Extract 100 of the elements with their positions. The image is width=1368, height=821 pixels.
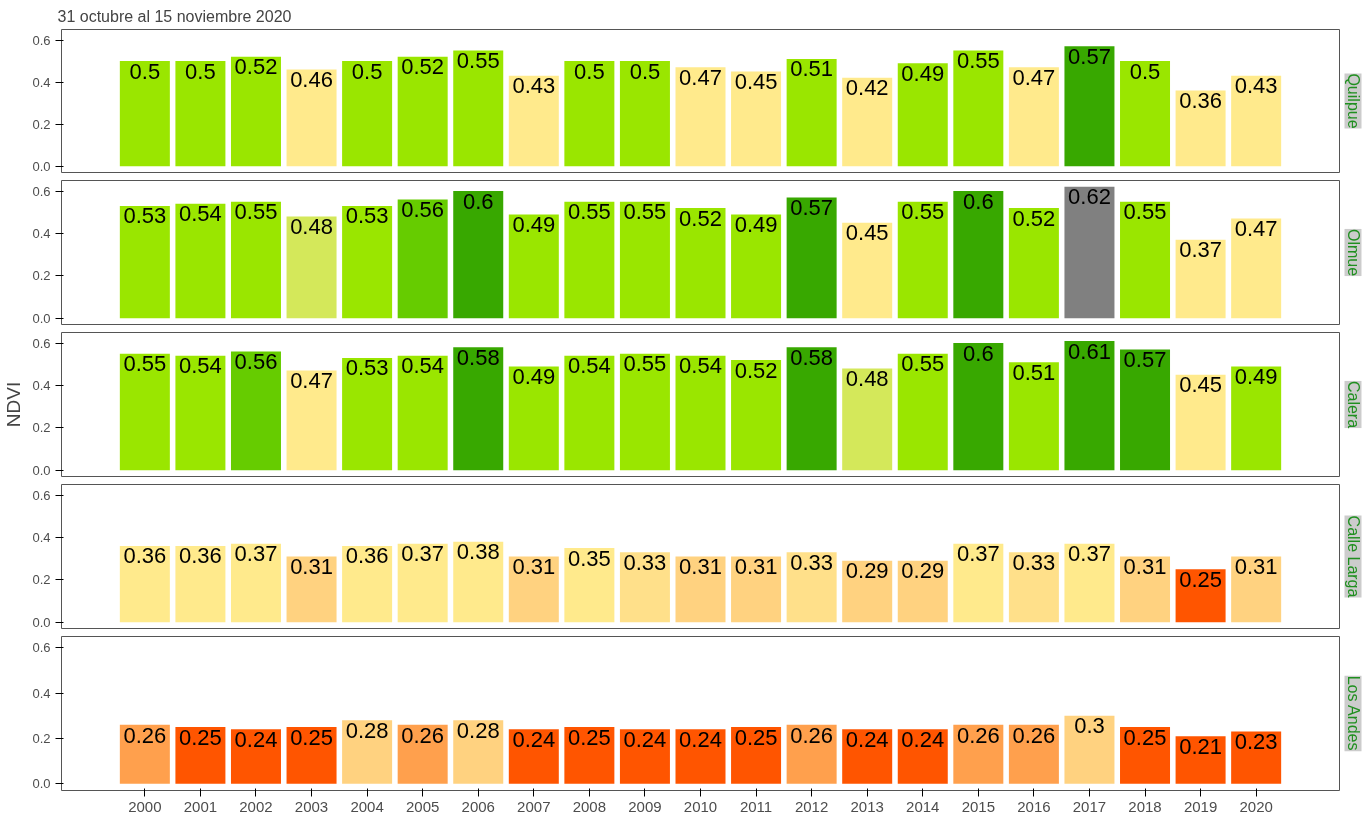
bar [230, 351, 281, 471]
bar [897, 353, 948, 471]
data-label: 0.37 [1068, 541, 1111, 567]
data-label: 0.37 [234, 541, 278, 567]
y2-axis-title: Los Andes [1344, 675, 1362, 751]
data-label: 0.51 [790, 56, 834, 82]
y-axis-title: NDVI [3, 381, 25, 428]
data-label: 0.47 [1012, 64, 1056, 90]
x-tick-label: 2014 [906, 797, 940, 815]
bar [1064, 543, 1115, 623]
data-label: 0.58 [790, 344, 834, 370]
data-label: 0.54 [179, 353, 222, 379]
bar [1231, 556, 1282, 623]
y-tick-label: 0.0 [32, 614, 51, 630]
bar [564, 61, 615, 167]
x-tick-label: 2000 [128, 797, 162, 815]
bar [397, 355, 448, 471]
x-tick-label: 2004 [350, 797, 384, 815]
bar [786, 347, 837, 471]
data-label: 0.53 [345, 355, 389, 381]
y-tick-label: 0.2 [32, 116, 51, 132]
bar [786, 552, 837, 623]
bar [1008, 362, 1059, 471]
x-tick-label: 2019 [1183, 797, 1218, 815]
bar [953, 724, 1004, 784]
data-label: 0.33 [1012, 549, 1056, 575]
data-label: 0.55 [234, 199, 278, 225]
bar [1120, 556, 1171, 623]
bar [731, 214, 782, 319]
data-label: 0.36 [345, 543, 389, 569]
bar [230, 201, 281, 319]
data-label: 0.33 [790, 549, 834, 575]
data-label: 0.5 [351, 58, 383, 84]
y-tick-label: 0.0 [32, 776, 51, 792]
data-label: 0.57 [790, 194, 834, 220]
data-label: 0.23 [1234, 729, 1278, 755]
y-tick-label: 0.0 [32, 158, 51, 174]
data-label: 0.49 [734, 211, 778, 237]
bar [230, 56, 281, 167]
data-label: 0.36 [123, 543, 167, 569]
data-label: 0.52 [234, 54, 278, 80]
data-label: 0.51 [1012, 359, 1056, 385]
data-label: 0.52 [734, 357, 778, 383]
x-tick-label: 2008 [572, 797, 607, 815]
bar [453, 50, 504, 167]
data-label: 0.43 [1234, 73, 1278, 99]
bar [675, 208, 726, 319]
data-label: 0.5 [129, 58, 161, 84]
data-label: 0.54 [679, 353, 722, 379]
bar [175, 355, 226, 471]
bar [731, 360, 782, 471]
bar [1175, 736, 1226, 784]
data-label: 0.36 [179, 543, 222, 569]
x-tick-label: 2009 [628, 797, 662, 815]
data-label: 0.5 [1129, 58, 1161, 84]
data-label: 0.28 [456, 718, 500, 744]
data-label: 0.31 [290, 554, 333, 580]
data-label: 0.35 [567, 545, 611, 571]
data-label: 0.55 [956, 48, 1000, 74]
data-label: 0.43 [512, 73, 556, 99]
data-label: 0.6 [963, 340, 994, 366]
data-label: 0.25 [567, 724, 611, 750]
data-label: 0.53 [123, 203, 167, 229]
bar [619, 201, 670, 319]
bar [1175, 90, 1226, 167]
bar [1008, 67, 1059, 167]
y2-axis-title: Calle Larga [1344, 515, 1362, 598]
bar [619, 552, 670, 623]
x-tick-label: 2013 [850, 797, 884, 815]
bar [564, 548, 615, 623]
bar [564, 201, 615, 319]
data-label: 0.25 [1123, 724, 1167, 750]
data-label: 0.56 [234, 349, 278, 375]
bar [675, 67, 726, 167]
bar [675, 729, 726, 784]
bar [342, 61, 393, 167]
bar [1231, 75, 1282, 167]
bar [897, 729, 948, 784]
bar [397, 724, 448, 784]
data-label: 0.31 [1123, 554, 1167, 580]
bar [786, 724, 837, 784]
y-tick-label: 0.6 [32, 487, 51, 503]
y-tick-label: 0.2 [32, 420, 51, 436]
x-tick-label: 2012 [794, 797, 829, 815]
bar [119, 205, 170, 319]
bar [564, 727, 615, 784]
bar [953, 543, 1004, 623]
bar [175, 545, 226, 623]
data-label: 0.24 [512, 727, 556, 753]
bar [286, 370, 337, 471]
data-label: 0.55 [901, 199, 945, 225]
y-tick-label: 0.6 [32, 640, 51, 656]
bar [786, 197, 837, 319]
bar [286, 556, 337, 623]
bar [119, 545, 170, 623]
data-label: 0.33 [623, 549, 667, 575]
bar [119, 353, 170, 471]
data-label: 0.38 [456, 539, 500, 565]
bar [508, 75, 559, 167]
bar [397, 56, 448, 167]
